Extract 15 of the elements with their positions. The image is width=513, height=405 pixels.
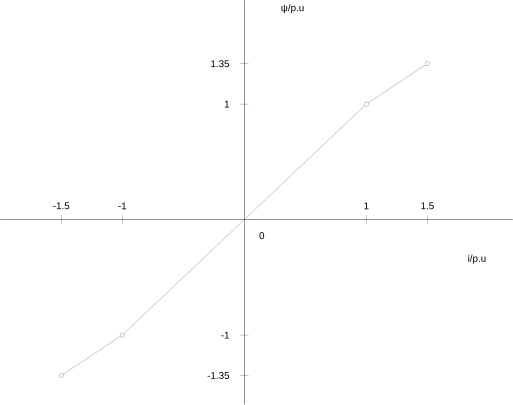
x-tick-label: 1 <box>364 202 369 210</box>
x-tick-label: -1 <box>118 202 126 210</box>
point <box>424 62 430 66</box>
annotation: 0 <box>259 232 264 240</box>
point <box>120 332 125 338</box>
point <box>364 102 369 107</box>
y-axis-title: ψ/p.u <box>282 4 304 14</box>
y-tick-label: 1.35 <box>211 60 230 68</box>
x-axis-title: i/p.u <box>468 254 486 264</box>
y-tick-label: -1.35 <box>208 372 230 380</box>
point <box>58 373 64 378</box>
x-tick-label: -1.5 <box>53 202 70 210</box>
x-tick-label: 1.5 <box>421 202 434 210</box>
y-tick-label: 1 <box>224 100 230 108</box>
y-tick-label: -1 <box>221 332 230 339</box>
